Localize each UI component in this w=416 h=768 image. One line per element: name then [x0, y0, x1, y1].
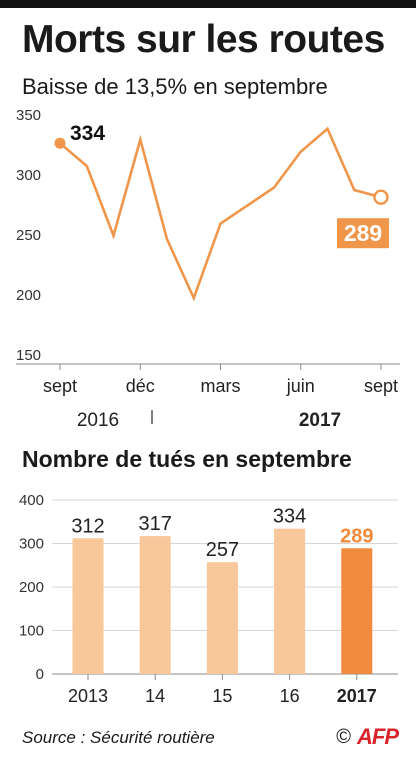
year-label-2016: 2016	[77, 410, 119, 431]
data-label: 334	[273, 506, 306, 528]
bar	[206, 562, 238, 674]
y-tick-label: 100	[19, 623, 44, 640]
x-tick-label: 15	[212, 686, 232, 706]
y-tick-label: 200	[19, 579, 44, 596]
year-label-2017: 2017	[299, 410, 341, 431]
x-tick-label: 14	[145, 686, 165, 706]
bar	[274, 528, 306, 674]
top-bar	[0, 0, 416, 8]
y-tick-label: 300	[16, 167, 41, 184]
series-line	[59, 126, 382, 302]
start-point	[54, 137, 66, 149]
source-note: Source : Sécurité routière	[22, 728, 215, 747]
bar	[72, 538, 104, 674]
data-label: 317	[139, 513, 172, 535]
end-point	[373, 189, 389, 205]
x-tick-label: juin	[286, 376, 315, 396]
line-chart-title: Baisse de 13,5% en septembre	[22, 74, 328, 99]
y-tick-label: 350	[16, 108, 41, 124]
x-tick-label: déc	[126, 376, 155, 396]
x-tick-label: mars	[201, 376, 241, 396]
end-value-badge	[337, 218, 389, 249]
data-label: 312	[71, 515, 104, 537]
data-label: 257	[206, 539, 239, 561]
bar	[139, 536, 171, 674]
x-tick-label: 2013	[68, 686, 108, 706]
y-tick-label: 0	[36, 666, 44, 683]
y-tick-label: 300	[19, 536, 44, 553]
data-label: 289	[340, 525, 373, 547]
bar-chart: 0 100 200 300 400 312 2013 317 14 257 15 334 16 289 20…	[19, 492, 398, 706]
afp-logo-text: AFP	[357, 724, 399, 749]
start-value-label: 334	[70, 122, 105, 145]
afp-logo: © AFP	[336, 724, 399, 750]
copyright-icon: ©	[336, 725, 351, 748]
x-tick-label: sept	[43, 376, 77, 396]
y-tick-label: 150	[16, 347, 41, 364]
bar	[341, 548, 373, 674]
y-tick-label: 200	[16, 287, 41, 304]
y-tick-label: 250	[16, 227, 41, 244]
x-tick-label: 16	[280, 686, 300, 706]
bar-chart-title: Nombre de tués en septembre	[22, 446, 352, 472]
x-tick-label: 2017	[337, 686, 377, 706]
page-title: Morts sur les routes	[22, 18, 385, 61]
end-value-label: 289	[344, 220, 382, 246]
y-tick-label: 400	[19, 492, 44, 509]
x-tick-label: sept	[364, 376, 398, 396]
